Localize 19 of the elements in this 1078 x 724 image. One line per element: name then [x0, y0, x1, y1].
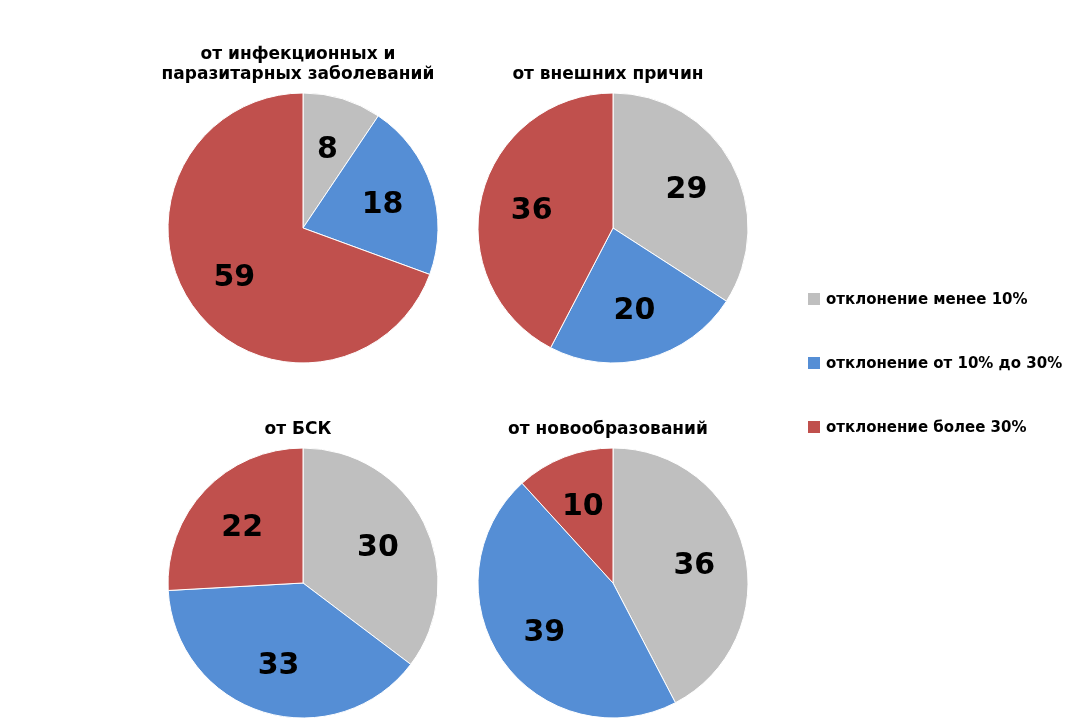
legend-label: отклонение более 30% — [826, 418, 1027, 436]
legend-label: отклонение менее 10% — [826, 290, 1028, 308]
data-label: 22 — [221, 507, 264, 543]
legend-label: отклонение от 10% до 30% — [826, 354, 1063, 372]
data-label: 8 — [316, 130, 338, 166]
data-label: 30 — [357, 528, 399, 564]
chart-title: от БСК — [263, 417, 333, 438]
data-label: 59 — [213, 258, 256, 294]
chart-title: от инфекционных и паразитарных заболеваний — [160, 42, 436, 83]
data-label: 10 — [561, 487, 604, 523]
data-label: 39 — [523, 613, 566, 649]
chart-title: от новообразований — [507, 417, 709, 438]
chart-title: от внешних причин — [511, 62, 705, 83]
data-label: 36 — [510, 190, 553, 226]
data-label: 18 — [361, 184, 404, 220]
data-label: 33 — [257, 645, 300, 681]
data-label: 20 — [613, 291, 656, 327]
data-label: 29 — [665, 170, 708, 206]
data-label: 36 — [673, 545, 716, 581]
